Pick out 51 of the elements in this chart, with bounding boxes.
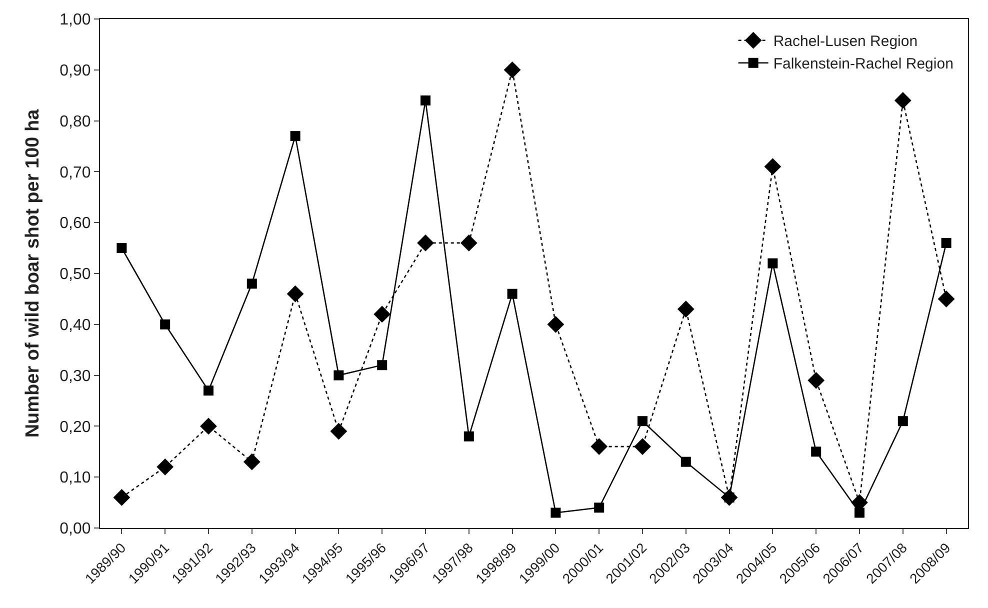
point [377, 360, 388, 370]
point [638, 416, 648, 426]
point [677, 300, 694, 318]
legend-label: Falkenstein-Rachel Region [773, 56, 954, 73]
point [330, 422, 348, 440]
point [941, 238, 952, 248]
y-tick-label: 0,60 [60, 215, 91, 232]
point [243, 453, 260, 470]
point [547, 316, 564, 333]
point [504, 61, 521, 78]
point [894, 92, 912, 109]
y-tick-label: 0,70 [60, 164, 91, 182]
point [898, 416, 908, 426]
point [507, 288, 518, 299]
point [764, 158, 782, 176]
point [204, 386, 214, 396]
point [854, 508, 864, 518]
point [113, 489, 130, 506]
point [200, 418, 217, 435]
point [460, 234, 478, 252]
point [420, 95, 430, 106]
point [160, 319, 170, 330]
point [938, 290, 955, 308]
y-tick-label: 0,00 [60, 520, 91, 538]
y-tick-label: 0,20 [60, 418, 91, 436]
point [594, 502, 604, 513]
point [417, 234, 434, 252]
point [246, 278, 257, 289]
point [680, 456, 691, 467]
point [116, 243, 127, 254]
y-tick-label: 0,90 [60, 62, 91, 80]
point [768, 258, 778, 268]
legend-label: Rachel-Lusen Region [773, 33, 918, 50]
y-tick-label: 0,50 [60, 266, 91, 284]
y-tick-label: 0,30 [60, 368, 91, 385]
point [156, 458, 174, 476]
y-axis-title: Number of wild boar shot per 100 ha [22, 108, 44, 438]
point [290, 131, 300, 142]
point [634, 438, 651, 456]
point [811, 446, 822, 457]
y-tick-label: 1,00 [60, 12, 91, 29]
y-tick-label: 0,80 [60, 113, 91, 130]
point [550, 508, 561, 518]
point [286, 285, 304, 302]
point [334, 370, 344, 380]
point [808, 372, 825, 389]
point [464, 431, 474, 442]
point [590, 438, 608, 456]
y-tick-label: 0,10 [60, 470, 91, 487]
point [374, 306, 391, 323]
y-tick-label: 0,40 [60, 317, 91, 334]
